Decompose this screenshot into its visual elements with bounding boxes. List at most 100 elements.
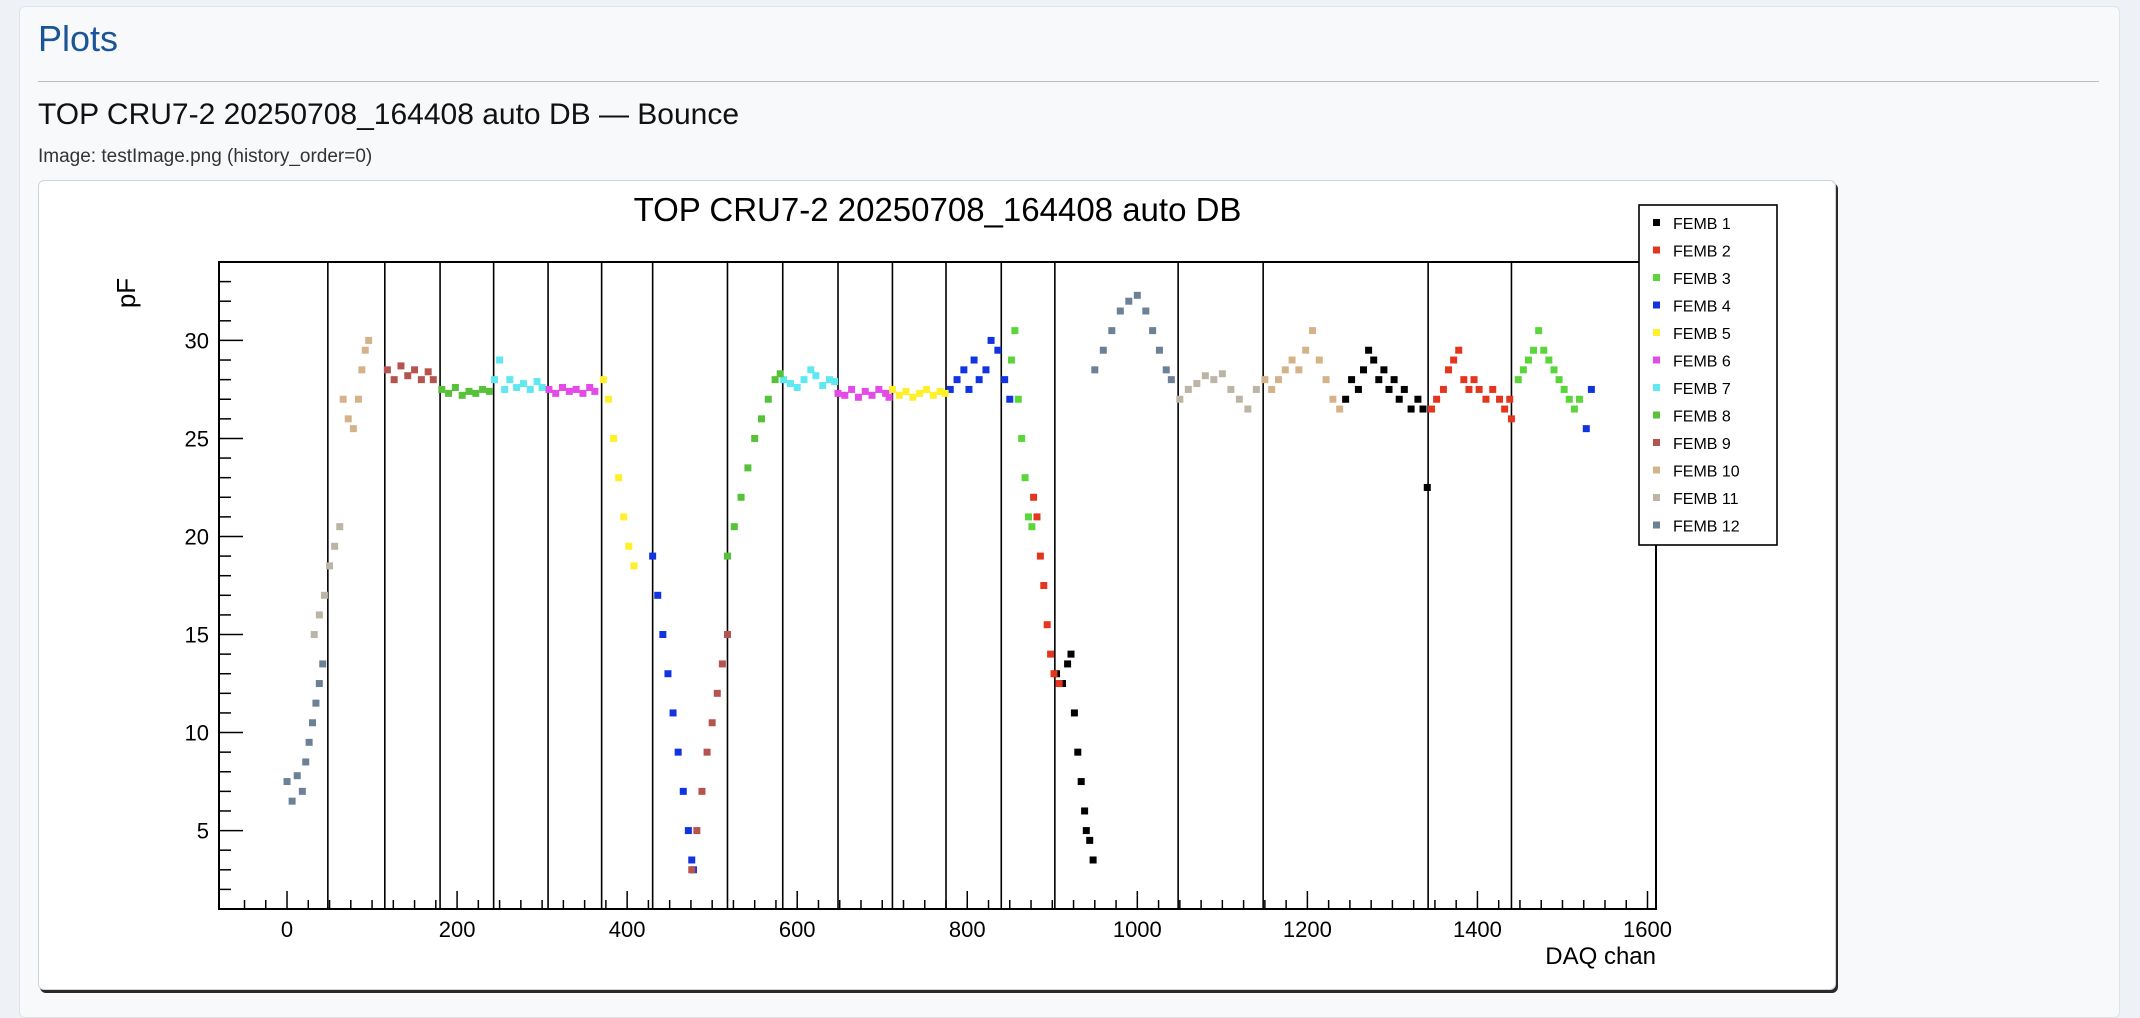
y-tick-label: 30 [185,328,209,353]
data-point [902,387,910,395]
data-point [780,376,788,384]
data-point [1081,807,1089,815]
data-point [1385,385,1393,393]
data-point [1380,366,1388,374]
data-point [819,382,827,390]
y-axis-label: pF [111,278,141,308]
data-point [664,670,672,678]
data-point [1507,415,1515,423]
data-point [1582,425,1590,433]
data-point [909,393,917,401]
data-point [552,389,560,397]
data-point [771,376,779,384]
data-point [1006,395,1014,403]
data-point [1470,376,1478,384]
data-point [916,389,924,397]
series-10 [339,327,1344,433]
data-point [1033,513,1041,521]
data-point [776,370,784,378]
data-point [1550,366,1558,374]
data-point [298,787,306,795]
image-caption: Image: testImage.png (history_order=0) [38,146,373,167]
data-point [615,474,623,482]
data-point [800,376,808,384]
data-point [757,415,765,423]
data-point [1342,395,1350,403]
data-point [545,385,553,393]
data-point [1030,493,1038,501]
data-point [744,464,752,472]
legend-entry: FEMB 12 [1673,519,1740,536]
legend-entry: FEMB 8 [1673,409,1731,426]
data-point [305,738,313,746]
data-point [1133,291,1141,299]
data-point [1587,385,1595,393]
data-point [1281,366,1289,374]
data-point [1496,395,1504,403]
legend-marker [1653,521,1660,529]
data-point [812,372,820,380]
data-point [1354,385,1362,393]
data-point [1268,385,1276,393]
data-point [479,385,487,393]
data-point [358,366,366,374]
data-point [713,689,721,697]
data-point [885,393,893,401]
data-point [1575,395,1583,403]
data-point [1540,346,1548,354]
data-point [807,366,815,374]
legend-marker [1653,439,1660,446]
legend-entry: FEMB 7 [1673,381,1731,398]
data-point [586,383,594,391]
data-point [349,425,357,433]
data-point [1365,346,1373,354]
data-point [591,387,599,395]
data-point [1116,307,1124,315]
legend-entry: FEMB 5 [1673,326,1731,343]
data-point [1184,385,1192,393]
data-point [922,385,930,393]
data-point [293,772,301,780]
data-point [1428,405,1436,413]
data-point [1370,356,1378,364]
data-point [1024,513,1032,521]
data-point [315,680,323,688]
legend-entry: FEMB 9 [1673,436,1731,453]
x-tick-label: 1400 [1453,917,1502,942]
data-point [472,389,480,397]
series-8 [438,370,784,560]
x-axis-label: DAQ chan [1545,943,1656,970]
data-point [679,787,687,795]
data-point [429,376,437,384]
data-point [397,362,405,370]
data-point [496,356,504,364]
data-point [361,346,369,354]
x-tick-label: 0 [281,917,293,942]
series-2 [1030,346,1515,688]
data-point [565,387,573,395]
data-point [331,542,339,550]
data-point [390,376,398,384]
data-point [326,562,334,570]
data-point [1227,385,1235,393]
data-point [669,709,677,717]
data-point [786,380,794,388]
data-point [1560,385,1568,393]
data-point [936,387,944,395]
series-11 [310,370,1260,639]
data-point [1099,346,1107,354]
data-point [1001,376,1009,384]
data-point [1036,552,1044,560]
data-point [1419,405,1427,413]
data-point [941,389,949,397]
data-point [365,336,373,344]
data-point [625,542,633,550]
data-point [826,376,834,384]
data-point [764,395,772,403]
legend-marker [1653,356,1660,364]
data-point [1375,376,1383,384]
x-tick-label: 1600 [1623,917,1672,942]
legend-entry: FEMB 4 [1673,299,1731,316]
data-point [1089,856,1097,864]
data-point [723,552,731,560]
